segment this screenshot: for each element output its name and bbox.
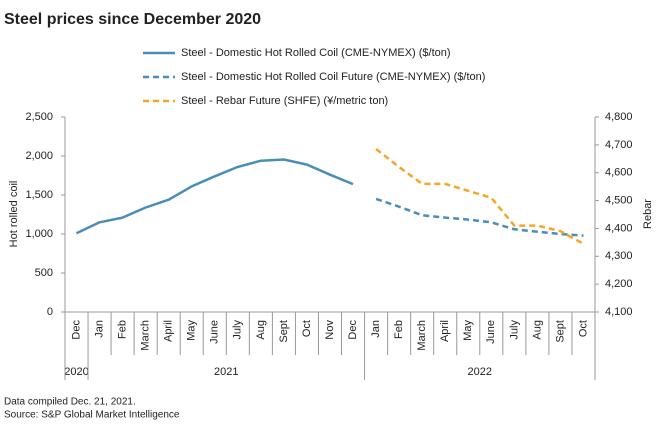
group-label: 2021 [214,366,238,378]
x-tick-label: Feb [117,320,129,339]
y2-tick-label: 4,800 [605,111,633,123]
y2-tick-label: 4,700 [605,139,633,151]
legend-label: Steel - Rebar Future (SHFE) (¥/metric to… [181,95,388,107]
x-tick-label: July [232,320,244,340]
x-tick-label: May [462,320,474,341]
y2-axis-label: Rebar [642,199,654,229]
y-tick-label: 2,500 [25,111,53,123]
x-tick-label: Dec [70,320,82,340]
x-tick-label: Feb [393,320,405,339]
x-tick-label: Sept [554,320,566,343]
x-tick-label: April [439,320,451,342]
y-tick-label: 2,000 [25,150,53,162]
y-tick-label: 500 [35,267,53,279]
y2-tick-label: 4,400 [605,222,633,234]
legend-label: Steel - Domestic Hot Rolled Coil Future … [181,71,485,83]
x-tick-label: Jan [370,320,382,338]
x-tick-label: June [209,320,221,344]
y-tick-label: 1,500 [25,189,53,201]
x-tick-label: June [485,320,497,344]
note: Source: S&P Global Market Intelligence [4,410,180,421]
series-line [375,148,585,245]
y2-tick-label: 4,600 [605,167,633,179]
chart-title: Steel prices since December 2020 [4,11,261,28]
legend-label: Steel - Domestic Hot Rolled Coil (CME-NY… [181,47,451,59]
x-tick-label: July [508,320,520,340]
note: Data compiled Dec. 21, 2021. [4,397,136,408]
x-tick-label: March [416,320,428,351]
series-line [75,158,354,235]
x-tick-label: Aug [531,320,543,340]
x-tick-label: Dec [347,320,359,340]
group-label: 2022 [468,366,492,378]
x-tick-label: Oct [301,320,313,337]
x-tick-label: Sept [278,320,290,343]
x-tick-label: Oct [577,320,589,337]
x-tick-label: Aug [255,320,267,340]
y-tick-label: 1,000 [25,228,53,240]
x-tick-label: May [186,320,198,341]
x-tick-label: March [140,320,152,351]
y2-tick-label: 4,200 [605,278,633,290]
y2-tick-label: 4,300 [605,250,633,262]
group-label: 2020 [64,366,88,378]
y2-tick-label: 4,500 [605,194,633,206]
x-tick-label: April [163,320,175,342]
x-tick-label: Jan [93,320,105,338]
y-tick-label: 0 [47,306,53,318]
y-axis-label: Hot rolled coil [8,181,20,248]
y2-tick-label: 4,100 [605,306,633,318]
x-tick-label: Nov [324,320,336,340]
